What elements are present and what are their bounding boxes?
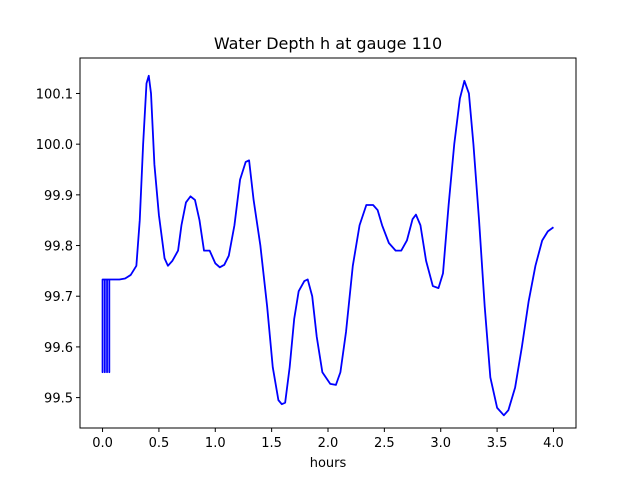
y-tick-label: 100.1 [36, 87, 73, 102]
x-tick-label: 2.5 [374, 436, 395, 451]
x-tick-label: 1.5 [261, 436, 282, 451]
y-tick-label: 99.9 [44, 189, 73, 204]
x-tick-label: 2.0 [318, 436, 339, 451]
x-axis: 0.0 0.5 1.0 1.5 2.0 2.5 3.0 3.5 4.0 [92, 428, 564, 451]
y-tick-label: 99.7 [44, 290, 73, 305]
x-tick-label: 3.5 [487, 436, 508, 451]
x-tick-label: 0.0 [92, 436, 113, 451]
chart-title: Water Depth h at gauge 110 [214, 34, 442, 53]
series-group [101, 74, 554, 417]
x-tick-label: 0.5 [149, 436, 170, 451]
series-line-0 [101, 74, 554, 417]
y-axis: 99.5 99.6 99.7 99.8 99.9 100.0 100.1 [36, 87, 80, 407]
y-tick-label: 99.8 [44, 240, 73, 255]
x-tick-label: 3.0 [430, 436, 451, 451]
x-axis-label: hours [310, 456, 347, 471]
y-tick-label: 99.6 [44, 341, 73, 356]
x-tick-label: 1.0 [205, 436, 226, 451]
x-tick-label: 4.0 [543, 436, 564, 451]
y-tick-label: 99.5 [44, 392, 73, 407]
y-tick-label: 100.0 [36, 138, 73, 153]
